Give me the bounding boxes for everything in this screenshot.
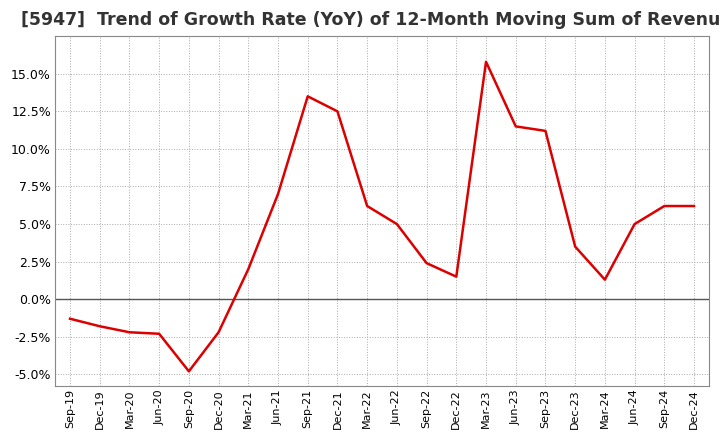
Title: [5947]  Trend of Growth Rate (YoY) of 12-Month Moving Sum of Revenues: [5947] Trend of Growth Rate (YoY) of 12-… xyxy=(21,11,720,29)
